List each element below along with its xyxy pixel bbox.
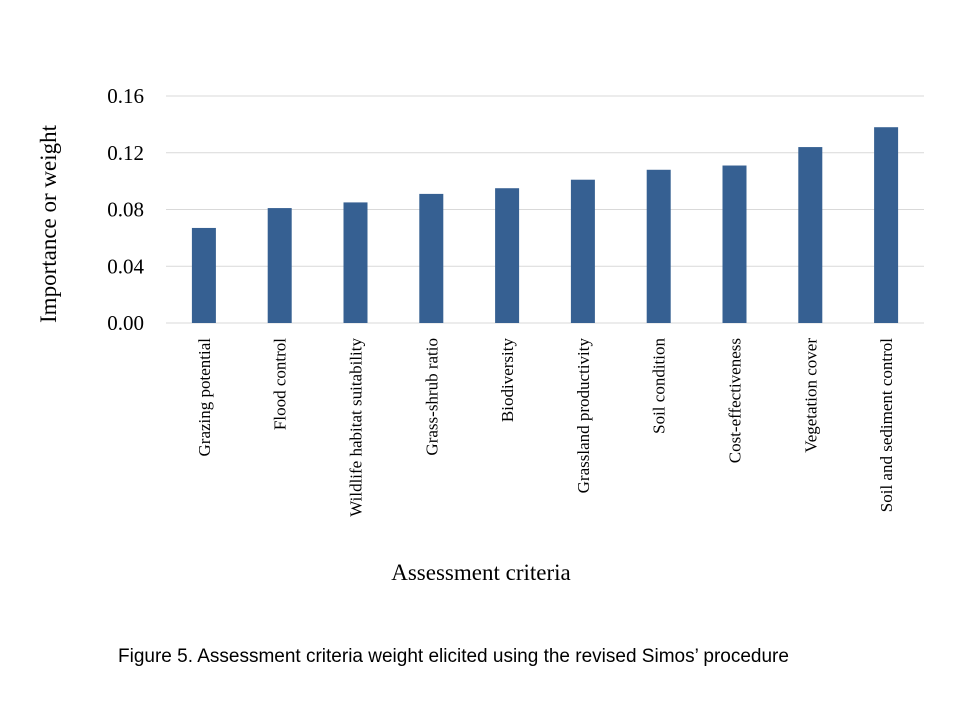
y-tick-label: 0.00 — [107, 311, 144, 335]
x-tick-label: Grazing potential — [195, 338, 214, 457]
bar — [419, 193, 444, 323]
y-tick-label: 0.12 — [107, 141, 144, 165]
bar — [495, 188, 520, 323]
x-tick-label: Cost-effectiveness — [726, 338, 745, 463]
x-tick-label: Biodiversity — [498, 338, 517, 423]
x-tick-label: Flood control — [271, 338, 290, 430]
bar — [570, 179, 595, 323]
figure-caption: Figure 5. Assessment criteria weight eli… — [118, 646, 789, 667]
bar — [646, 169, 671, 323]
y-tick-label: 0.04 — [107, 254, 144, 278]
bar — [874, 127, 899, 324]
x-tick-label: Grassland productivity — [574, 338, 593, 494]
x-axis-label: Assessment criteria — [391, 560, 570, 585]
x-tick-label: Soil condition — [650, 338, 669, 434]
x-tick-label: Soil and sediment control — [877, 338, 896, 513]
y-axis-ticks: 0.00 0.04 0.08 0.12 0.16 — [107, 84, 144, 335]
bar — [722, 165, 747, 323]
bar — [798, 147, 823, 323]
x-tick-label: Grass-shrub ratio — [422, 338, 441, 456]
bars — [191, 127, 899, 324]
x-axis-ticks: Grazing potential Flood control Wildlife h… — [195, 338, 896, 517]
x-tick-label: Wildlife habitat suitability — [347, 338, 366, 517]
gridlines — [166, 95, 924, 324]
bar — [267, 208, 292, 323]
y-tick-label: 0.08 — [107, 198, 144, 222]
y-axis-label: Importance or weight — [36, 124, 61, 323]
bar — [343, 202, 368, 323]
bar — [191, 227, 216, 323]
x-tick-label: Vegetation cover — [801, 338, 820, 453]
y-tick-label: 0.16 — [107, 84, 144, 108]
